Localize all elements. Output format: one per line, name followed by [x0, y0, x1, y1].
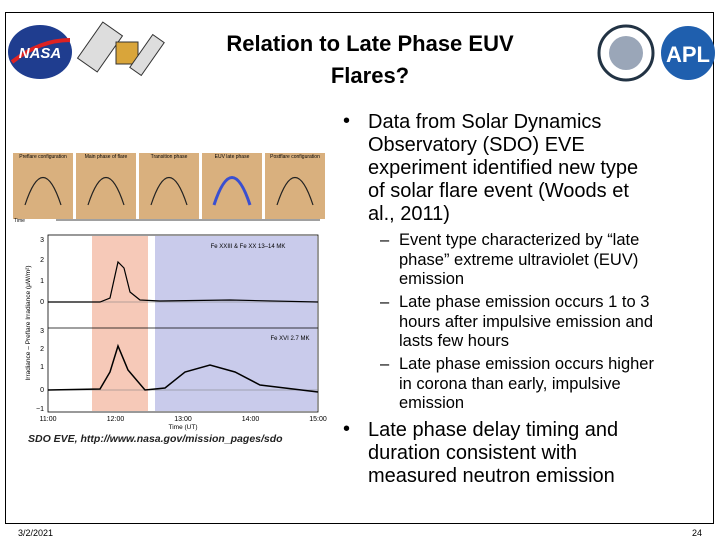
panel-label: Postflare configuration — [270, 154, 320, 160]
panel-image — [13, 153, 73, 219]
bullet-text: Data from Solar Dynamics Observatory (SD… — [368, 111, 639, 225]
sub-bullet-dash: – — [380, 231, 390, 249]
logo-text: NASA — [19, 45, 62, 62]
y-axis-label: Irradiance – Preflare Irradiance (μW/m²) — [25, 265, 32, 380]
bullet-dot: • — [343, 110, 351, 132]
y-tick-label: 0 — [40, 299, 44, 306]
panel-loop — [150, 176, 188, 206]
spacecraft — [76, 21, 165, 77]
figure: Preflare configuration Main phase of flar… — [13, 153, 327, 431]
nasa-logo: NASA — [8, 25, 72, 79]
sub-bullet-text: Late phase emission occurs higher in cor… — [399, 355, 654, 412]
panel-label: Preflare configuration — [19, 154, 67, 160]
x-tick-label: 12:00 — [107, 416, 125, 423]
y-tick-label: 0 — [40, 387, 44, 394]
panel-image — [76, 153, 136, 219]
panel-loop — [24, 176, 62, 206]
y-tick-label: −1 — [36, 406, 44, 413]
panel-label: EUV late phase — [215, 154, 250, 160]
page-number: 24 — [692, 528, 703, 538]
x-tick-label: 15:00 — [309, 416, 327, 423]
bullet-dot: • — [343, 418, 351, 440]
logo-text: APL — [666, 42, 710, 67]
footer-date: 3/2/2021 — [18, 528, 54, 538]
sub-bullet-text: Late phase emission occurs 1 to 3 hours … — [399, 293, 654, 350]
panel-loop — [212, 176, 252, 206]
x-axis-label: Time (UT) — [168, 424, 197, 431]
y-tick-label: 1 — [40, 278, 44, 285]
sub-bullet-dash: – — [380, 293, 390, 311]
panel-label: Transition phase — [151, 154, 188, 160]
x-tick-label: 11:00 — [40, 416, 57, 423]
y-tick-label: 3 — [40, 237, 44, 244]
slide-frame — [5, 12, 714, 524]
figure-caption: SDO EVE, http://www.nasa.gov/mission_pag… — [28, 433, 283, 445]
panel-image — [265, 153, 325, 219]
panel-note: Fe XVI 2.7 MK — [270, 336, 309, 342]
y-tick-label: 2 — [40, 257, 44, 264]
panel-loop — [87, 176, 125, 206]
panel-loop — [276, 176, 314, 206]
panel-image — [202, 153, 262, 219]
seal-logo — [597, 24, 655, 82]
bullet-text: Late phase delay timing and duration con… — [368, 419, 619, 487]
panel-note: Fe XXIII & Fe XX 13–14 MK — [211, 244, 286, 250]
y-tick-label: 1 — [40, 364, 44, 371]
late-phase-shade — [155, 236, 317, 411]
sub-bullet-dash: – — [380, 355, 390, 373]
x-tick-label: 13:00 — [174, 416, 192, 423]
y-tick-label: 2 — [40, 346, 44, 353]
slide-title: Relation to Late Phase EUV Flares? — [226, 31, 514, 88]
sub-bullet-text: Event type characterized by “late phase”… — [399, 231, 640, 288]
time-label: Time — [14, 218, 25, 224]
x-tick-label: 14:00 — [242, 416, 260, 423]
y-tick-label: 3 — [40, 328, 44, 335]
apl-logo: APL — [661, 26, 715, 80]
panel-label: Main phase of flare — [85, 154, 128, 160]
panel-image — [139, 153, 199, 219]
